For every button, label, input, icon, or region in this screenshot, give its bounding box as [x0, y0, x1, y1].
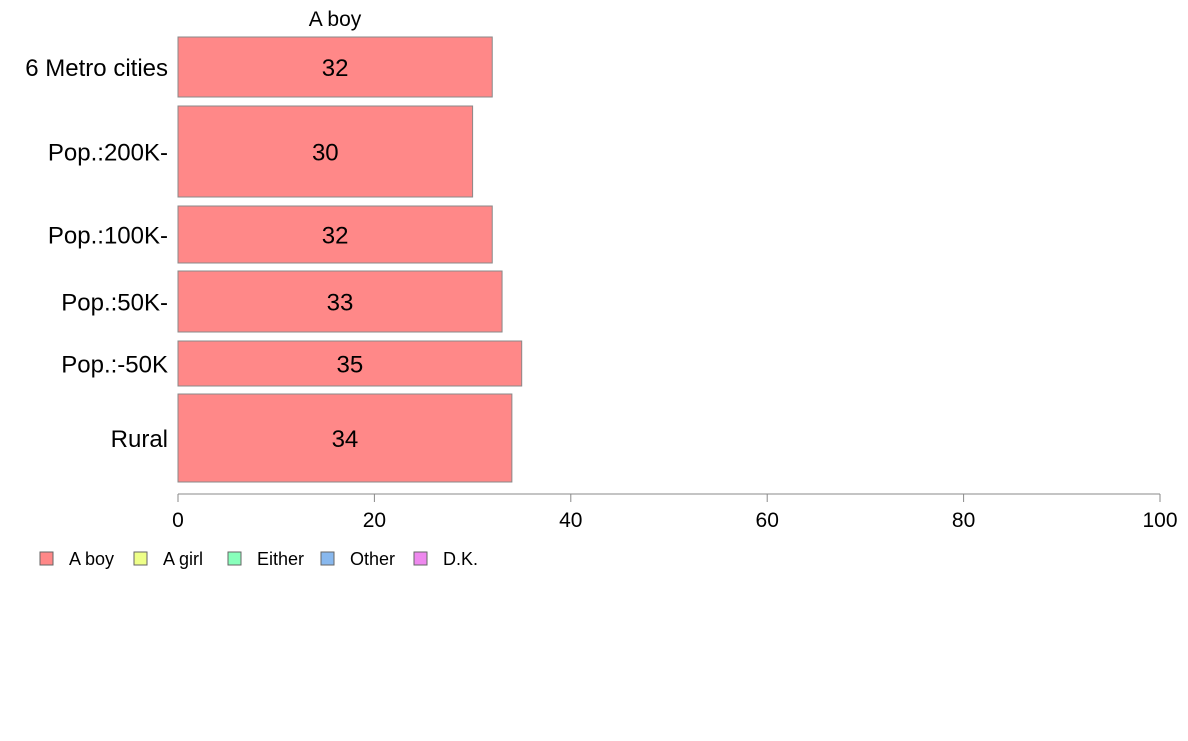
category-label: Pop.:50K- — [61, 290, 168, 317]
legend-item: Other — [320, 549, 395, 569]
legend-swatch — [39, 551, 54, 566]
x-tick-label: 60 — [756, 509, 779, 532]
x-axis: 0 20 40 60 80 100 — [172, 493, 1178, 532]
bar — [177, 36, 493, 98]
legend-item: A girl — [133, 549, 203, 569]
bar — [177, 393, 513, 483]
legend-item: A boy — [39, 549, 114, 569]
bar-value-label: 32 — [322, 55, 349, 82]
legend-item: Either — [227, 549, 304, 569]
bar-value-label: 34 — [332, 426, 359, 453]
bar-group: 30 Pop.:200K- — [48, 105, 474, 198]
bar-value-label: 33 — [327, 290, 354, 317]
bar — [177, 270, 503, 333]
legend-swatch — [413, 551, 428, 566]
bar-group: 33 Pop.:50K- — [61, 270, 503, 333]
legend-label: D.K. — [443, 549, 478, 569]
bar — [177, 205, 493, 264]
bars-layer: 32 6 Metro cities 30 Pop.:200K- 32 Pop.:100K-… — [25, 36, 523, 483]
chart-title: A boy — [309, 8, 362, 31]
legend-label: A girl — [163, 549, 203, 569]
legend-swatch — [227, 551, 242, 566]
bar — [177, 105, 474, 198]
category-label: 6 Metro cities — [25, 55, 168, 82]
bar-value-label: 32 — [322, 223, 349, 250]
category-label: Pop.:200K- — [48, 140, 168, 167]
bar-value-label: 35 — [336, 352, 363, 379]
x-tick-label: 0 — [172, 509, 184, 532]
bar-value-label: 30 — [312, 140, 339, 167]
x-tick-label: 20 — [363, 509, 386, 532]
bar-group: 34 Rural — [111, 393, 513, 483]
category-label: Pop.:100K- — [48, 223, 168, 250]
x-tick-label: 80 — [952, 509, 975, 532]
category-label: Rural — [111, 426, 168, 453]
bar-group: 32 6 Metro cities — [25, 36, 493, 98]
legend-label: A boy — [69, 549, 114, 569]
legend-item: D.K. — [413, 549, 478, 569]
legend: A boy A girl Either Other D.K. — [39, 549, 478, 569]
bar-group: 35 Pop.:-50K — [61, 340, 523, 387]
legend-label: Either — [257, 549, 304, 569]
category-label: Pop.:-50K — [61, 352, 168, 379]
legend-swatch — [133, 551, 148, 566]
legend-label: Other — [350, 549, 395, 569]
bar — [177, 340, 523, 387]
x-tick-label: 100 — [1142, 509, 1177, 532]
x-tick-label: 40 — [559, 509, 582, 532]
bar-group: 32 Pop.:100K- — [48, 205, 493, 264]
legend-swatch — [320, 551, 335, 566]
